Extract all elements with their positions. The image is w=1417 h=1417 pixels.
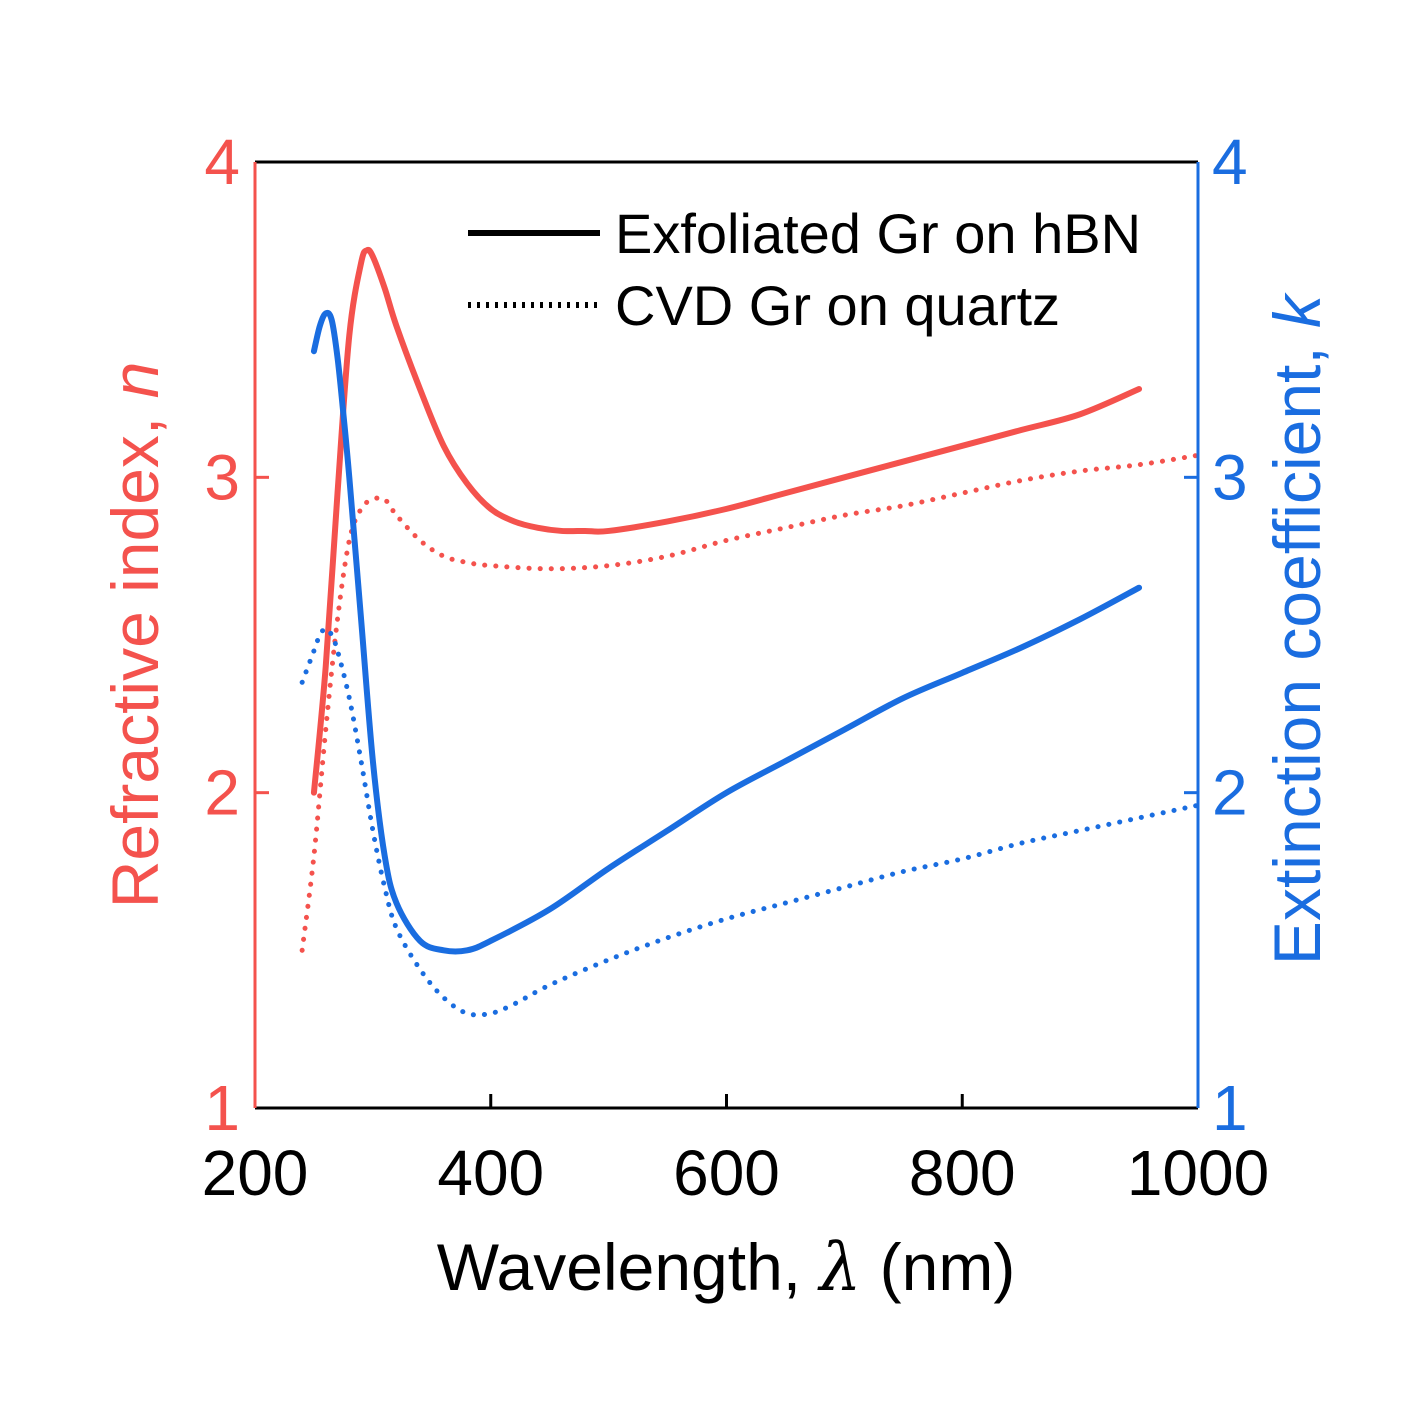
x-tick-label: 400 bbox=[437, 1137, 544, 1209]
n-cvd-curve bbox=[299, 452, 1198, 953]
series-layer bbox=[299, 246, 1198, 1018]
right-y-tick-label: 3 bbox=[1212, 441, 1248, 513]
legend-label-cvd: CVD Gr on quartz bbox=[615, 274, 1060, 337]
left-y-tick-label: 1 bbox=[204, 1072, 240, 1144]
x-tick-label: 1000 bbox=[1127, 1137, 1269, 1209]
x-tick-label: 800 bbox=[909, 1137, 1016, 1209]
right-y-tick-label: 2 bbox=[1212, 757, 1248, 829]
right-y-axis-title-symbol: k bbox=[1260, 292, 1334, 328]
legend-label-exfoliated: Exfoliated Gr on hBN bbox=[615, 202, 1141, 265]
right-y-tick-label: 1 bbox=[1212, 1072, 1248, 1144]
x-axis-title-text: Wavelength, bbox=[437, 1230, 820, 1304]
left-y-axis-title: Refractive index, n bbox=[98, 362, 172, 909]
k-cvd-curve bbox=[299, 626, 1198, 1018]
x-axis-title: Wavelength, λ (nm) bbox=[437, 1229, 1016, 1306]
left-y-tick-label: 2 bbox=[204, 757, 240, 829]
left-y-axis-title-symbol: n bbox=[98, 362, 172, 399]
left-y-tick-label: 3 bbox=[204, 441, 240, 513]
k-exfoliated-curve bbox=[310, 309, 1143, 955]
left-y-tick-label: 4 bbox=[204, 126, 240, 198]
n-exfoliated-curve bbox=[310, 246, 1143, 796]
x-tick-label: 200 bbox=[202, 1137, 309, 1209]
x-axis-title-symbol: λ bbox=[816, 1229, 861, 1306]
right-y-axis-title: Extinction coefficient, k bbox=[1260, 292, 1334, 965]
x-axis-title-unit: (nm) bbox=[861, 1230, 1015, 1304]
left-y-axis-title-text: Refractive index, bbox=[98, 398, 172, 908]
x-tick-label: 600 bbox=[673, 1137, 780, 1209]
right-y-axis-title-text: Extinction coefficient, bbox=[1260, 328, 1334, 965]
legend: Exfoliated Gr on hBN CVD Gr on quartz bbox=[468, 202, 1141, 337]
right-y-tick-label: 4 bbox=[1212, 126, 1248, 198]
